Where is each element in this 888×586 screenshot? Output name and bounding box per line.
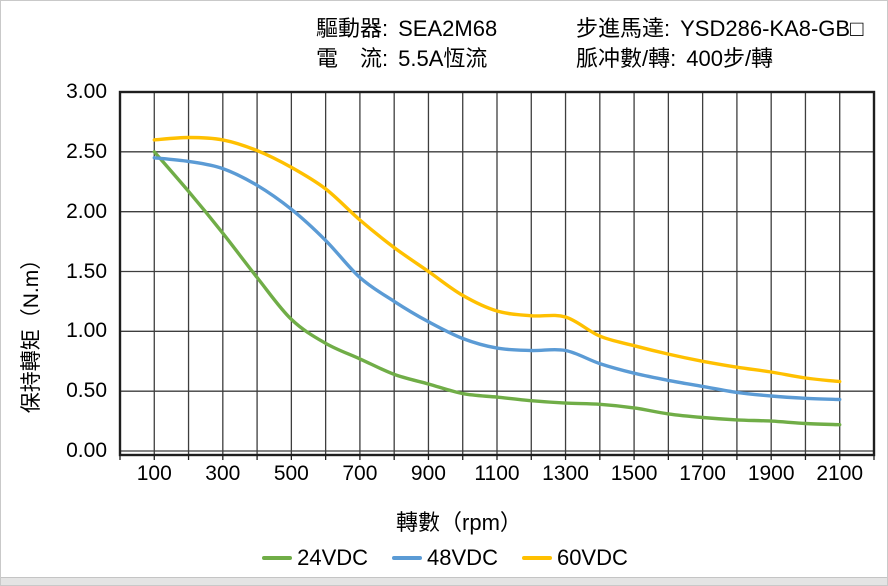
driver-field: 驅動器: SEA2M68	[316, 15, 497, 43]
pulses-per-rev-value: 400步/轉	[686, 46, 774, 71]
motor-value: YSD286-KA8-GB□	[680, 16, 864, 41]
current-value: 5.5A恆流	[398, 46, 488, 71]
current-field: 電 流: 5.5A恆流	[316, 45, 487, 73]
x-tick-label: 2100	[816, 462, 864, 485]
x-tick-label: 900	[410, 462, 446, 485]
legend-swatch-60vdc	[521, 556, 552, 560]
y-tick-label: 2.50	[66, 139, 107, 163]
legend-item-48vdc: 48VDC	[392, 545, 498, 571]
x-tick-label: 100	[136, 462, 172, 485]
bottom-strip	[1, 577, 887, 585]
y-tick-label: 2.00	[66, 199, 107, 223]
y-tick-label: 0.00	[66, 439, 107, 462]
x-tick-label: 1500	[610, 462, 658, 485]
curve-48vdc	[152, 156, 842, 402]
y-tick-label: 3.00	[66, 80, 107, 103]
y-tick-label: 1.00	[66, 319, 107, 343]
current-label: 電 流:	[316, 46, 389, 71]
driver-label: 驅動器:	[316, 16, 389, 41]
legend-label-48vdc: 48VDC	[427, 545, 498, 570]
motor-field: 步進馬達: YSD286-KA8-GB□	[576, 15, 863, 43]
x-tick-label: 300	[205, 462, 241, 485]
y-tick-labels: 0.00 0.50 1.00 1.50 2.00 2.50 3.00	[1, 1, 113, 585]
x-tick-label: 1900	[747, 462, 795, 485]
x-tick-label: 1300	[542, 462, 589, 485]
legend-label-60vdc: 60VDC	[556, 545, 628, 570]
x-axis-title: 轉數（rpm）	[396, 510, 522, 535]
legend-swatch-48vdc	[392, 556, 423, 560]
motor-label: 步進馬達:	[576, 16, 671, 41]
legend-item-24vdc: 24VDC	[262, 545, 368, 571]
legend-label-24vdc: 24VDC	[297, 545, 369, 570]
y-tick-label: 0.50	[66, 379, 107, 403]
pulses-per-rev-label: 脈冲數/轉:	[576, 46, 677, 71]
plot-border	[118, 90, 876, 457]
pulses-per-rev-field: 脈冲數/轉: 400步/轉	[576, 45, 773, 73]
legend: 24VDC 48VDC 60VDC	[1, 545, 887, 571]
curve-60vdc	[152, 135, 842, 384]
x-tick-labels: 100 300 500 700 900 1100 1300 1500 1700 1900 2100	[1, 462, 887, 488]
y-tick-label: 1.50	[66, 259, 107, 283]
legend-swatch-24vdc	[262, 556, 293, 560]
x-tick-label: 500	[273, 462, 309, 485]
curve-24vdc	[152, 150, 842, 427]
legend-item-60vdc: 60VDC	[521, 545, 628, 571]
x-tick-label: 1700	[679, 462, 726, 485]
x-tick-label: 1100	[474, 462, 520, 485]
x-tick-label: 700	[342, 462, 378, 485]
driver-value: SEA2M68	[398, 16, 498, 41]
